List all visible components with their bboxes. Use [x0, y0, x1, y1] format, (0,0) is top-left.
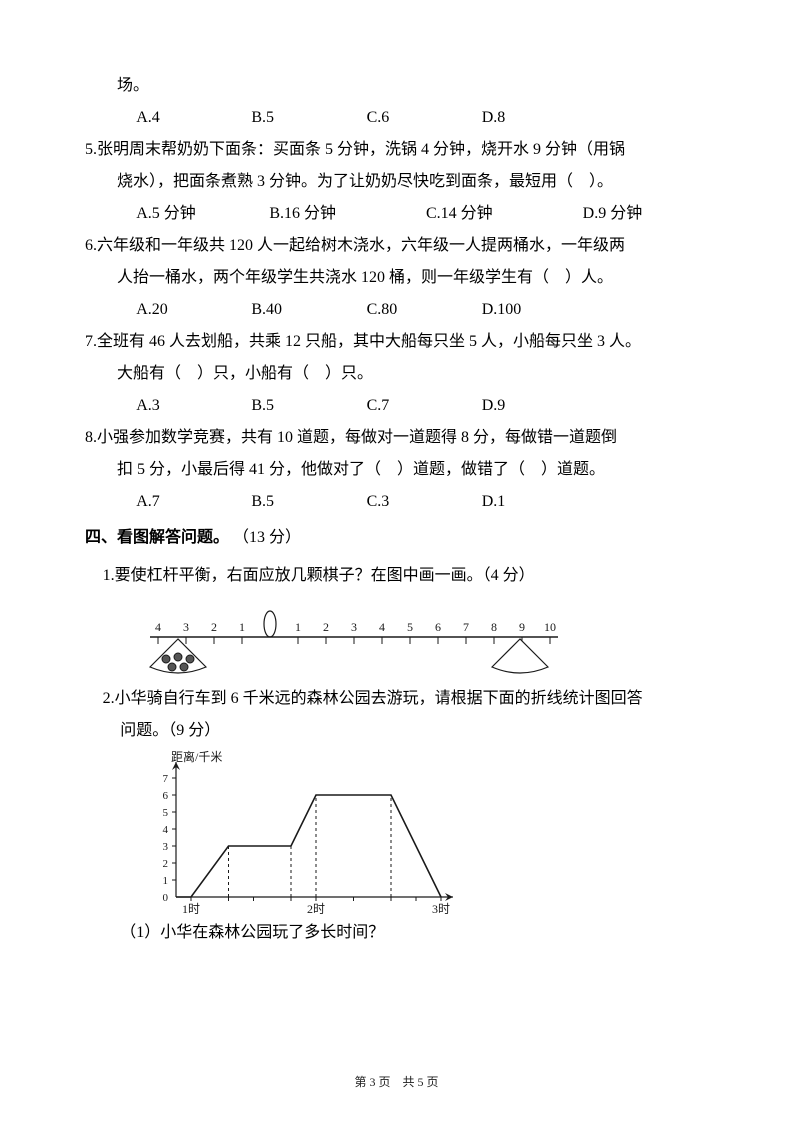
q6-opt-a: A.20 — [136, 294, 251, 326]
svg-text:1: 1 — [295, 620, 301, 634]
svg-text:9: 9 — [519, 620, 525, 634]
q4-opt-d: D.8 — [482, 102, 597, 134]
svg-text:1: 1 — [163, 875, 169, 887]
chart-figure: 距离/千米 0 1 2 3 4 5 6 7 1时 2时 3时 — [141, 747, 708, 917]
svg-text:1时: 1时 — [182, 902, 200, 916]
svg-text:3: 3 — [163, 841, 169, 853]
q8-opt-b: B.5 — [251, 486, 366, 518]
q7-options: A.3 B.5 C.7 D.9 — [85, 390, 708, 422]
svg-text:7: 7 — [463, 620, 469, 634]
section4-title: 四、看图解答问题。 （13 分） — [85, 522, 708, 554]
q5-opt-d: D.9 分钟 — [583, 198, 708, 230]
q6-opt-d: D.100 — [482, 294, 597, 326]
svg-text:4: 4 — [163, 824, 169, 836]
svg-text:4: 4 — [155, 620, 161, 634]
svg-text:6: 6 — [163, 790, 169, 802]
svg-text:5: 5 — [407, 620, 413, 634]
q4-frag: 场。 — [85, 70, 708, 102]
q5-opt-c: C.14 分钟 — [426, 198, 583, 230]
s4q2-line2: 问题。（9 分） — [85, 715, 708, 747]
q8-line1: 8.小强参加数学竞赛，共有 10 道题，每做对一道题得 8 分，每做错一道题倒 — [85, 422, 708, 454]
svg-text:3: 3 — [351, 620, 357, 634]
q4-opt-a: A.4 — [136, 102, 251, 134]
q8-opt-d: D.1 — [482, 486, 597, 518]
svg-text:2: 2 — [323, 620, 329, 634]
q8-opt-a: A.7 — [136, 486, 251, 518]
q8-line2: 扣 5 分，小最后得 41 分，他做对了（ ）道题，做错了（ ）道题。 — [85, 454, 708, 486]
svg-text:8: 8 — [491, 620, 497, 634]
section4-points: （13 分） — [233, 529, 301, 546]
q6-opt-b: B.40 — [251, 294, 366, 326]
svg-text:3: 3 — [183, 620, 189, 634]
svg-text:2时: 2时 — [307, 902, 325, 916]
svg-text:4: 4 — [379, 620, 385, 634]
q7-line1: 7.全班有 46 人去划船，共乘 12 只船，其中大船每只坐 5 人，小船每只坐… — [85, 326, 708, 358]
svg-text:0: 0 — [163, 892, 169, 904]
svg-text:1: 1 — [239, 620, 245, 634]
svg-text:2: 2 — [211, 620, 217, 634]
svg-text:7: 7 — [163, 773, 169, 785]
s4q2-sub1: （1）小华在森林公园玩了多长时间？ — [85, 917, 708, 949]
q5-options: A.5 分钟 B.16 分钟 C.14 分钟 D.9 分钟 — [85, 198, 708, 230]
q8-options: A.7 B.5 C.3 D.1 — [85, 486, 708, 518]
svg-text:6: 6 — [435, 620, 441, 634]
q6-options: A.20 B.40 C.80 D.100 — [85, 294, 708, 326]
q7-opt-d: D.9 — [482, 390, 597, 422]
svg-text:距离/千米: 距离/千米 — [171, 749, 222, 764]
q7-line2: 大船有（ ）只，小船有（ ）只。 — [85, 358, 708, 390]
lever-figure: 4 3 2 1 1 2 3 4 5 6 7 8 9 10 — [120, 592, 708, 677]
q5-line1: 5.张明周末帮奶奶下面条：买面条 5 分钟，洗锅 4 分钟，烧开水 9 分钟（用… — [85, 134, 708, 166]
section4-title-text: 四、看图解答问题。 — [85, 529, 229, 546]
q6-line1: 6.六年级和一年级共 120 人一起给树木浇水，六年级一人提两桶水，一年级两 — [85, 230, 708, 262]
q5-line2: 烧水），把面条煮熟 3 分钟。为了让奶奶尽快吃到面条，最短用（ ）。 — [85, 166, 708, 198]
s4q2-line1: 2.小华骑自行车到 6 千米远的森林公园去游玩，请根据下面的折线统计图回答 — [85, 683, 708, 715]
q7-opt-a: A.3 — [136, 390, 251, 422]
q7-opt-b: B.5 — [251, 390, 366, 422]
q5-opt-b: B.16 分钟 — [269, 198, 426, 230]
q7-opt-c: C.7 — [367, 390, 482, 422]
svg-text:3时: 3时 — [432, 902, 450, 916]
svg-text:2: 2 — [163, 858, 169, 870]
q6-opt-c: C.80 — [367, 294, 482, 326]
q4-opt-b: B.5 — [251, 102, 366, 134]
s4q1-text: 1.要使杠杆平衡，右面应放几颗棋子？在图中画一画。（4 分） — [85, 560, 708, 592]
q8-opt-c: C.3 — [367, 486, 482, 518]
page-footer: 第 3 页 共 5 页 — [0, 1070, 793, 1094]
q4-options: A.4 B.5 C.6 D.8 — [85, 102, 708, 134]
lever-svg: 4 3 2 1 1 2 3 4 5 6 7 8 9 10 — [120, 592, 600, 677]
svg-text:5: 5 — [163, 807, 169, 819]
q4-opt-c: C.6 — [367, 102, 482, 134]
svg-text:10: 10 — [544, 620, 556, 634]
q5-opt-a: A.5 分钟 — [136, 198, 269, 230]
chart-svg: 距离/千米 0 1 2 3 4 5 6 7 1时 2时 3时 — [141, 747, 471, 917]
q6-line2: 人抬一桶水，两个年级学生共浇水 120 桶，则一年级学生有（ ）人。 — [85, 262, 708, 294]
